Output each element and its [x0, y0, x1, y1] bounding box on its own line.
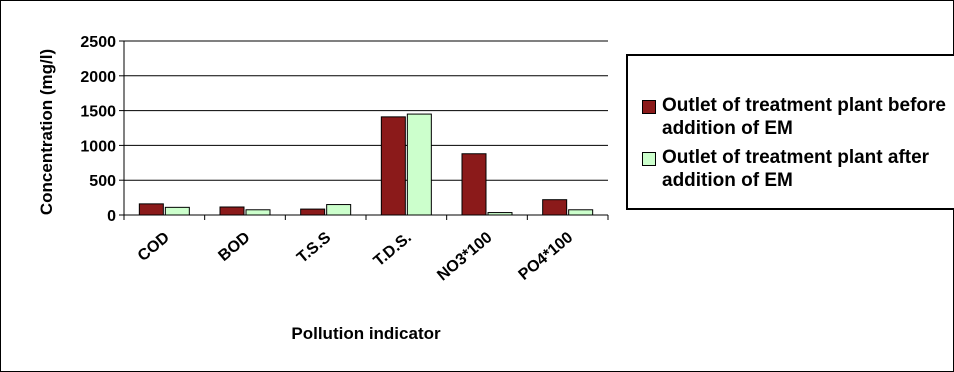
legend: Outlet of treatment plant before additio…: [626, 54, 954, 210]
bar-cod-series-0: [138, 203, 164, 216]
bar-tds-series-0: [380, 116, 406, 216]
legend-item-after: Outlet of treatment plant after addition…: [642, 146, 952, 192]
y-tick-label: 2000: [80, 69, 116, 86]
bar-bod-series-1: [245, 209, 271, 216]
axes: [123, 41, 608, 216]
gridlines: [124, 40, 608, 181]
legend-label-after: Outlet of treatment plant after addition…: [662, 147, 930, 191]
legend-swatch-after: [642, 152, 656, 166]
x-category-labels: COD BOD T.S.S T.D.S. NO3*100 PO4*100: [123, 215, 609, 284]
y-tick-label: 500: [89, 173, 116, 190]
x-category-label: BOD: [215, 229, 253, 265]
legend-label-before: Outlet of treatment plant before additio…: [662, 95, 946, 139]
bar-tss-series-1: [326, 204, 352, 216]
bar-tss-series-0: [300, 208, 326, 216]
legend-item-before: Outlet of treatment plant before additio…: [642, 94, 952, 140]
bar-tds-series-1: [406, 113, 432, 216]
bar-po4100-series-0: [542, 199, 568, 216]
y-tick-label: 2500: [80, 34, 116, 51]
x-category-label: T.D.S.: [371, 229, 415, 270]
x-axis-title: Pollution indicator: [291, 324, 441, 343]
y-tick-label: 1000: [80, 138, 116, 155]
bars: [138, 113, 594, 216]
y-tick-label: 0: [107, 208, 116, 225]
bar-cod-series-1: [164, 206, 190, 216]
y-tick-labels: 0 500 1000 1500 2000 2500: [80, 34, 124, 225]
x-category-label: T.S.S: [294, 229, 334, 267]
bar-no3100-series-0: [461, 153, 487, 216]
y-tick-label: 1500: [80, 104, 116, 121]
x-category-label: COD: [135, 229, 173, 265]
x-category-label: NO3*100: [434, 229, 495, 284]
y-axis-title: Concentration (mg/l): [37, 49, 56, 215]
bar-po4100-series-1: [568, 209, 594, 216]
legend-swatch-before: [642, 100, 656, 114]
x-category-label: PO4*100: [516, 229, 577, 284]
bar-bod-series-0: [219, 206, 245, 216]
